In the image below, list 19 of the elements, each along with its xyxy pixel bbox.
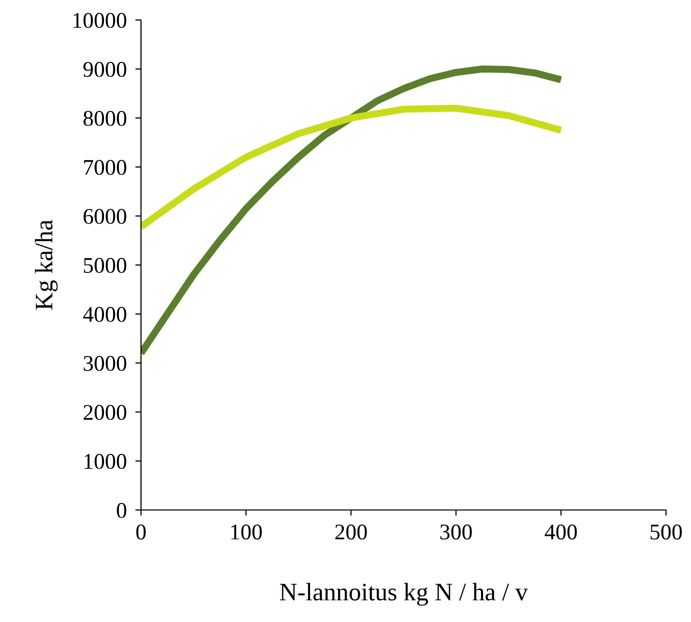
y-axis-title: Kg ka/ha bbox=[34, 220, 58, 310]
x-tick-label: 200 bbox=[335, 524, 367, 540]
y-tick-label: 9000 bbox=[83, 62, 126, 77]
x-tick-label: 0 bbox=[136, 524, 146, 540]
x-tick-label: 300 bbox=[440, 524, 472, 540]
y-tick-label: 7000 bbox=[84, 160, 126, 175]
x-tick-label: 400 bbox=[544, 524, 577, 540]
y-tick-label: 5000 bbox=[84, 258, 126, 273]
x-axis-title: N-lannoitus kg N / ha / v bbox=[280, 582, 528, 606]
y-tick-label: 1000 bbox=[84, 454, 126, 469]
y-tick-label: 3000 bbox=[84, 356, 126, 371]
y-tick-label: 10000 bbox=[74, 12, 126, 28]
x-tick-label: 100 bbox=[231, 524, 262, 540]
x-tick-label: 500 bbox=[650, 524, 682, 540]
y-tick-label: 6000 bbox=[84, 208, 126, 224]
y-tick-label: 2000 bbox=[84, 404, 126, 420]
y-tick-label: 4000 bbox=[83, 306, 126, 322]
y-tick-label: 0 bbox=[116, 502, 126, 518]
y-tick-label: 8000 bbox=[84, 110, 126, 126]
